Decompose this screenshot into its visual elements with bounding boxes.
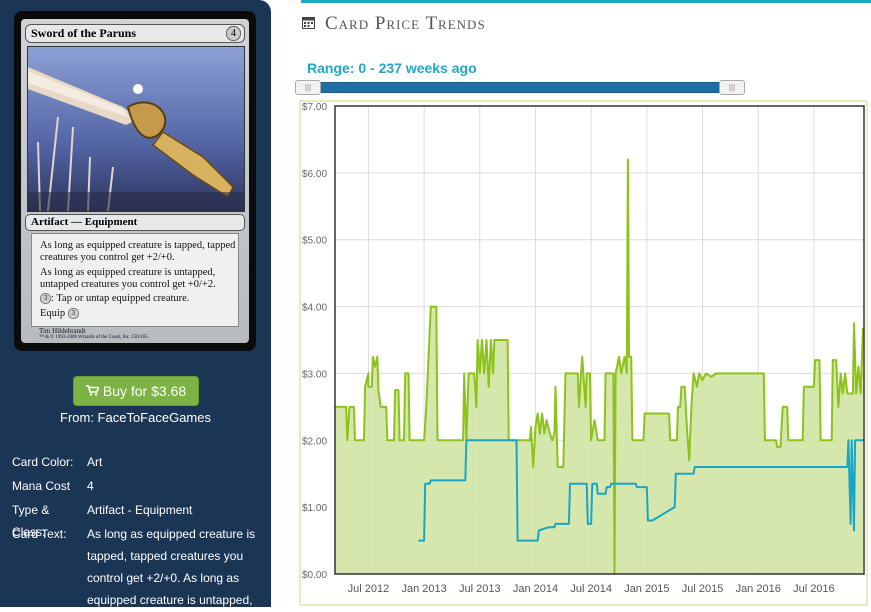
detail-label-color: Card Color: [12,455,74,469]
x-tick-label: Jul 2014 [570,583,612,595]
y-tick-label: $3.00 [302,369,327,380]
page-title: Card Price Trends [325,13,486,34]
card-copyright: ™ & © 1993-2006 Wizards of the Coast, In… [39,335,148,340]
card-rule-1: As long as equipped creature is tapped, … [40,240,236,263]
x-tick-label: Jan 2015 [624,583,669,595]
y-tick-label: $5.00 [302,236,327,247]
card-sidebar: Sword of the Paruns 4 [0,0,271,607]
y-tick-label: $2.00 [302,436,327,447]
section-top-rule [301,0,871,3]
card-rules-box: As long as equipped creature is tapped, … [31,233,239,327]
card-type-bar: Artifact — Equipment [25,214,245,231]
card-rule-4-text: Equip [40,308,68,319]
detail-value-type: Artifact - Equipment [87,503,193,517]
slider-handle-end[interactable]: ||| [719,80,745,95]
detail-value-mana: 4 [87,479,94,493]
card-mana-cost: 4 [226,26,241,41]
card-name-bar: Sword of the Paruns 4 [25,24,245,43]
detail-label-text: Card Text: [12,527,67,541]
calendar-icon [302,17,315,29]
card-type-line: Artifact — Equipment [31,216,138,228]
mana-symbol-icon: 3 [40,293,51,305]
x-tick-label: Jul 2016 [793,583,835,595]
x-tick-label: Jan 2016 [736,583,781,595]
cart-icon [85,377,100,405]
card-name: Sword of the Paruns [31,26,137,40]
price-chart-svg: $0.00 $1.00 $2.00 $3.00 $4.00 $5.00 $6.00 $7.00… [299,100,868,606]
y-tick-label: $7.00 [302,102,327,113]
card-frame: Sword of the Paruns 4 [21,19,249,343]
slider-handle-start[interactable]: ||| [295,80,321,95]
series-buylist-line [418,439,864,542]
series-retail-area [335,159,863,574]
card-image: Sword of the Paruns 4 [14,11,256,351]
buy-button[interactable]: Buy for $3.68 [73,376,199,406]
chart-outer-border [299,100,868,606]
detail-value-text: As long as equipped creature is tapped, … [87,527,256,607]
slider-track[interactable] [301,82,743,93]
card-rule-4: Equip 3 [40,308,240,320]
range-slider[interactable]: ||| ||| [295,80,745,95]
series-retail-line [335,158,864,575]
sword-artwork [28,47,244,211]
x-tick-label: Jul 2013 [459,583,501,595]
x-tick-label: Jul 2015 [682,583,724,595]
y-tick-label: $4.00 [302,303,327,314]
x-tick-label: Jul 2012 [348,583,390,595]
detail-label-mana: Mana Cost [12,479,71,493]
y-tick-label: $0.00 [302,570,327,581]
card-artist: Tim Hildebrandt [39,327,86,335]
y-tick-label: $1.00 [302,503,327,514]
plot-border [334,105,865,575]
card-rule-2: As long as equipped creature is untapped… [40,267,216,290]
buy-button-label: Buy for $3.68 [102,383,187,399]
card-rule-3-text: : Tap or untap equipped creature. [51,293,190,304]
y-tick-label: $6.00 [302,169,327,180]
equip-mana-icon: 3 [67,308,79,320]
range-label: Range: 0 - 237 weeks ago [307,60,477,76]
seller-label: From: FaceToFaceGames [60,410,211,425]
price-chart: $0.00 $1.00 $2.00 $3.00 $4.00 $5.00 $6.00 $7.00… [298,99,869,607]
card-artwork [27,46,245,212]
card-rule-3: 3: Tap or untap equipped creature. [40,293,240,305]
detail-value-color: Art [87,455,103,469]
x-tick-label: Jan 2013 [401,583,446,595]
detail-label-type: Type & Class: [12,503,50,539]
x-tick-label: Jan 2014 [513,583,558,595]
